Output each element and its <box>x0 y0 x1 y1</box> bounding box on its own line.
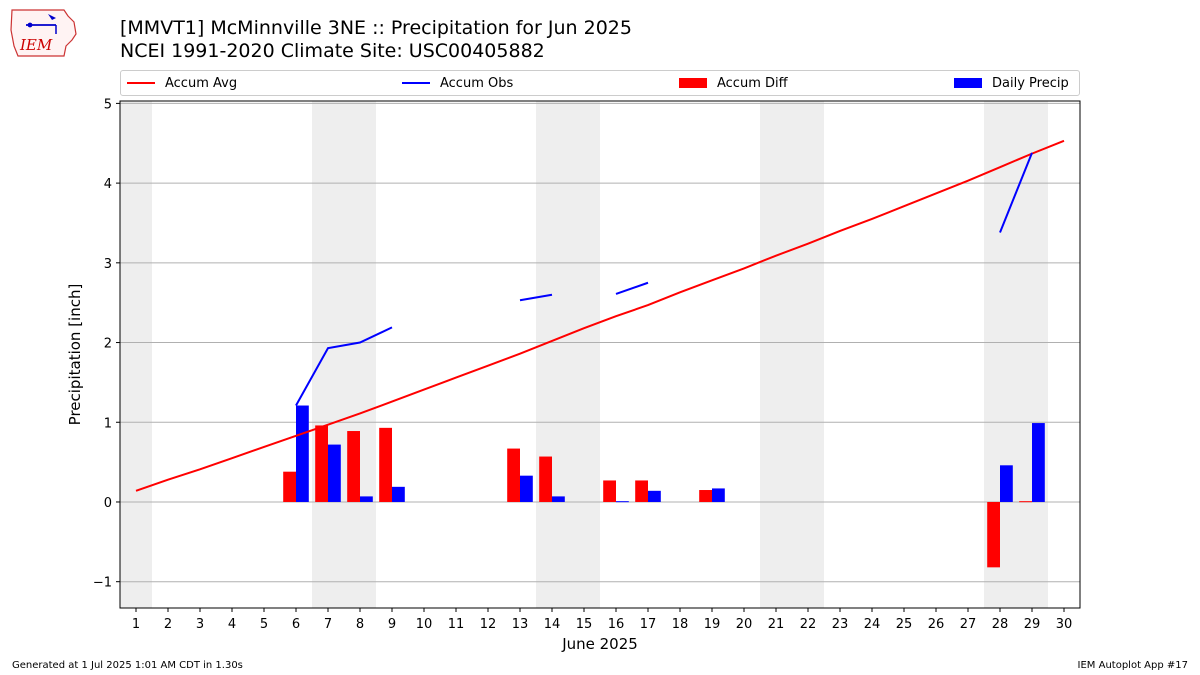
x-tick-label: 7 <box>324 617 332 632</box>
x-tick-label: 4 <box>228 617 236 632</box>
accum-diff-bar <box>539 456 552 502</box>
daily-precip-bar <box>392 486 405 502</box>
x-tick-label: 6 <box>292 617 300 632</box>
weekend-band <box>760 101 824 608</box>
accum-obs-line <box>519 293 553 302</box>
chart-title: [MMVT1] McMinnville 3NE :: Precipitation… <box>120 17 632 39</box>
daily-precip-bar <box>552 496 565 502</box>
legend-item-accum-avg: Accum Avg <box>127 74 237 92</box>
bars <box>283 405 1045 568</box>
footer-app: IEM Autoplot App #17 <box>1077 660 1188 671</box>
y-tick-label: 2 <box>104 337 112 352</box>
x-tick-label: 25 <box>896 617 913 632</box>
x-tick-label: 3 <box>196 617 204 632</box>
x-tick-label: 2 <box>164 617 172 632</box>
x-tick-label: 22 <box>800 617 817 632</box>
logo-text: IEM <box>19 36 53 54</box>
accum-diff-bar <box>635 480 648 502</box>
x-tick-label: 20 <box>736 617 753 632</box>
lines <box>135 139 1065 492</box>
x-tick-label: 1 <box>132 617 140 632</box>
daily-precip-bar <box>1032 423 1045 502</box>
accum-diff-bar <box>699 490 712 502</box>
x-tick-label: 18 <box>672 617 689 632</box>
x-tick-label: 21 <box>768 617 785 632</box>
daily-precip-bar <box>1000 465 1013 502</box>
y-tick-label: −1 <box>93 576 112 591</box>
x-tick-label: 19 <box>704 617 721 632</box>
accum-diff-bar <box>347 431 360 502</box>
accum-obs-line <box>295 326 393 407</box>
accum-diff-bar <box>315 425 328 502</box>
daily-precip-bar <box>712 488 725 502</box>
accum-obs-line <box>615 281 649 295</box>
legend-label: Daily Precip <box>992 75 1069 91</box>
daily-precip-bar <box>648 490 661 502</box>
daily-precip-bar <box>328 444 341 502</box>
x-tick-label: 5 <box>260 617 268 632</box>
accum-obs-line <box>999 152 1033 233</box>
daily-precip-bar <box>520 475 533 502</box>
accum-diff-bar <box>283 471 296 502</box>
accum-avg-line <box>135 139 1065 492</box>
x-tick-label: 26 <box>928 617 945 632</box>
x-tick-label: 9 <box>388 617 396 632</box>
x-tick-label: 8 <box>356 617 364 632</box>
daily-precip-swatch <box>954 78 982 88</box>
y-tick-label: 1 <box>104 416 112 431</box>
daily-precip-bar <box>616 501 629 503</box>
x-tick-label: 24 <box>864 617 881 632</box>
legend-label: Accum Obs <box>440 75 514 91</box>
y-tick-label: 5 <box>104 97 112 112</box>
x-tick-label: 17 <box>640 617 657 632</box>
x-tick-label: 16 <box>608 617 625 632</box>
y-tick-label: 3 <box>104 257 112 272</box>
x-tick-label: 29 <box>1024 617 1041 632</box>
accum-avg-swatch <box>127 82 155 84</box>
x-tick-label: 12 <box>480 617 497 632</box>
x-tick-label: 10 <box>416 617 433 632</box>
accum-obs-swatch <box>402 82 430 84</box>
weekend-band <box>120 101 152 608</box>
x-tick-label: 23 <box>832 617 849 632</box>
x-tick-label: 14 <box>544 617 561 632</box>
legend: Accum Avg Accum Obs Accum Diff Daily Pre… <box>120 70 1080 96</box>
x-tick-label: 30 <box>1056 617 1073 632</box>
daily-precip-bar <box>296 405 309 502</box>
x-tick-label: 13 <box>512 617 529 632</box>
accum-diff-bar <box>507 448 520 502</box>
footer-generated: Generated at 1 Jul 2025 1:01 AM CDT in 1… <box>12 660 243 671</box>
weekend-band <box>536 101 600 608</box>
accum-diff-swatch <box>679 78 707 88</box>
accum-diff-bar <box>603 480 616 502</box>
plot-frame <box>119 100 1081 609</box>
gridlines <box>120 102 1080 583</box>
x-tick-label: 11 <box>448 617 465 632</box>
x-tick-label: 28 <box>992 617 1009 632</box>
accum-diff-bar <box>1019 501 1032 503</box>
chart-subtitle: NCEI 1991-2020 Climate Site: USC00405882 <box>120 40 545 62</box>
legend-label: Accum Diff <box>717 75 788 91</box>
weekend-band <box>312 101 376 608</box>
accum-diff-bar <box>379 427 392 502</box>
x-axis-label: June 2025 <box>561 635 638 653</box>
y-tick-label: 4 <box>104 177 112 192</box>
x-tick-label: 15 <box>576 617 593 632</box>
legend-item-accum-diff: Accum Diff <box>679 74 788 92</box>
y-axis-label: Precipitation [inch] <box>66 284 84 426</box>
daily-precip-bar <box>360 496 373 502</box>
legend-item-accum-obs: Accum Obs <box>402 74 513 92</box>
y-tick-label: 0 <box>104 496 112 511</box>
iem-logo: IEM <box>10 9 77 57</box>
weekend-shading <box>120 101 1048 608</box>
legend-label: Accum Avg <box>165 75 238 91</box>
x-tick-label: 27 <box>960 617 977 632</box>
accum-diff-bar <box>987 501 1000 568</box>
legend-item-daily-precip: Daily Precip <box>954 74 1069 92</box>
